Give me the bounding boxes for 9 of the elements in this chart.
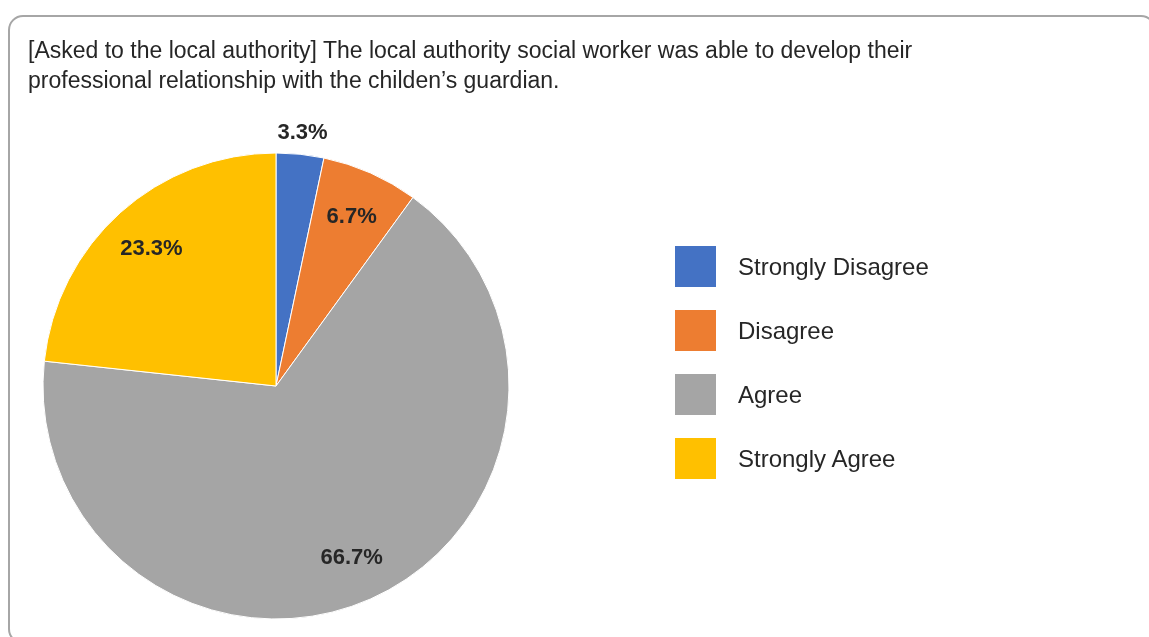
legend-label: Strongly Disagree [738, 252, 929, 280]
legend-label: Agree [738, 380, 803, 408]
chart-title: [Asked to the local authority] The local authority social worker was able to develop their professional relationship with the childen’s guardian. [28, 37, 913, 93]
legend-label: Disagree [738, 316, 835, 344]
data-label: 23.3% [120, 234, 183, 260]
data-label: 66.7% [320, 543, 383, 569]
data-label: 3.3% [277, 118, 328, 144]
data-label: 6.7% [326, 203, 377, 229]
legend-label: Strongly Agree [738, 444, 896, 472]
